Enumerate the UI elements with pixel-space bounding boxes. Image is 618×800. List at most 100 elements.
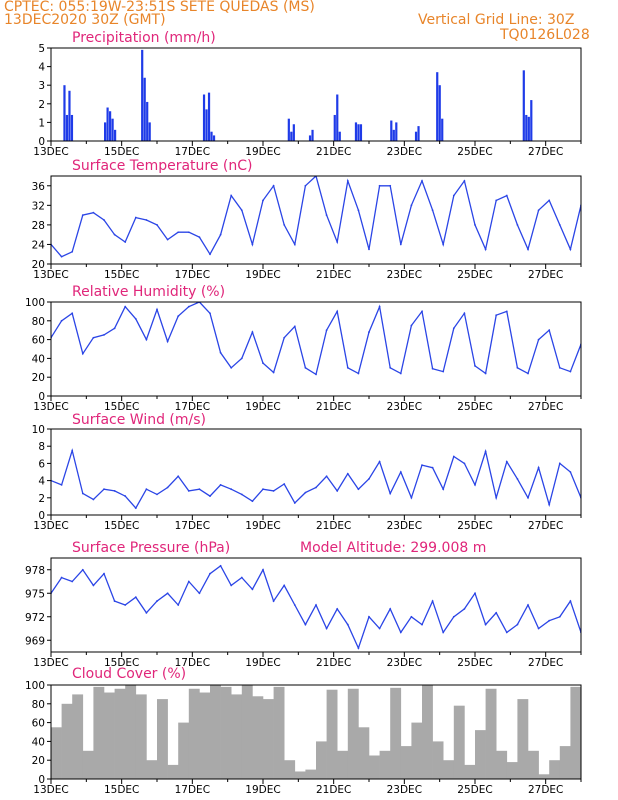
- series-point: [134, 596, 137, 599]
- series-point: [463, 608, 466, 610]
- series-point: [293, 243, 296, 246]
- x-tick-label: 19DEC: [245, 146, 280, 158]
- series-point: [399, 631, 402, 634]
- x-tick-label: 13DEC: [33, 269, 68, 281]
- precip-bar: [212, 135, 216, 141]
- cloud-bar: [506, 762, 518, 779]
- y-tick-label: 10: [32, 424, 45, 436]
- series-point: [410, 324, 413, 327]
- precip-bar: [525, 114, 528, 141]
- cloud-bar: [411, 722, 423, 779]
- series-point: [537, 466, 540, 469]
- x-tick-label: 27DEC: [528, 146, 563, 158]
- cloud-bar: [422, 685, 433, 779]
- cloud-bar: [93, 686, 105, 779]
- series-point: [442, 370, 445, 373]
- series-point: [516, 366, 519, 369]
- cloud-bar: [72, 694, 84, 779]
- x-tick-label: 15DEC: [104, 784, 139, 796]
- series-point: [378, 460, 381, 463]
- series-point: [113, 600, 116, 602]
- series-point: [527, 372, 529, 375]
- x-tick-label: 21DEC: [316, 401, 351, 413]
- cloud-bar: [538, 774, 550, 779]
- series-point: [601, 244, 603, 246]
- series-point: [81, 492, 84, 495]
- series-point: [71, 250, 74, 253]
- series-point: [113, 490, 116, 492]
- series-point: [399, 471, 402, 473]
- precip-bar: [522, 70, 525, 141]
- x-tick-label: 17DEC: [175, 657, 210, 669]
- series-point: [81, 352, 84, 355]
- plot-frame: [50, 47, 582, 142]
- series-point: [357, 372, 360, 375]
- series-point: [336, 490, 339, 492]
- series-point: [421, 179, 423, 182]
- series-point: [325, 475, 328, 478]
- series-point: [230, 488, 233, 491]
- x-tick-label: 21DEC: [316, 146, 351, 158]
- panel-title: Surface Wind (m/s): [72, 412, 206, 428]
- series-point: [124, 241, 127, 243]
- series-point: [463, 179, 466, 182]
- x-tick-label: 23DEC: [387, 784, 422, 796]
- series-point: [209, 253, 211, 256]
- cloud-bar: [252, 696, 264, 779]
- cloud-bar: [602, 770, 613, 779]
- cloud-bar: [263, 699, 274, 779]
- series-point: [81, 568, 84, 571]
- series-group: [51, 685, 613, 779]
- precip-bar: [202, 94, 206, 141]
- series-point: [389, 366, 392, 369]
- series-point: [134, 318, 137, 320]
- series-point: [410, 615, 413, 618]
- x-tick-label: 15DEC: [104, 146, 139, 158]
- series-point: [71, 449, 74, 452]
- precip-bar: [311, 129, 314, 141]
- x-tick-label: 19DEC: [245, 401, 280, 413]
- series-point: [484, 623, 487, 626]
- series-point: [421, 464, 423, 467]
- series-point: [283, 584, 286, 587]
- series-point: [177, 231, 180, 234]
- series-point: [389, 492, 392, 495]
- series-point: [463, 312, 466, 315]
- series-point: [209, 572, 211, 575]
- plot-frame: [50, 175, 582, 265]
- precip-bar: [141, 49, 144, 141]
- series-point: [187, 490, 190, 492]
- series-point: [378, 305, 381, 308]
- panel-0: Precipitation (mm/h) 0 1 2 3 4 5 13DEC 15DEC 17DE…: [33, 30, 582, 158]
- series-point: [166, 238, 169, 241]
- y-tick-label: 4: [38, 476, 45, 488]
- y-tick-label: 20: [32, 259, 45, 271]
- x-tick-label: 21DEC: [316, 657, 351, 669]
- series-point: [357, 209, 360, 212]
- series-point: [113, 233, 116, 236]
- series-point: [177, 604, 180, 606]
- y-tick-label: 969: [25, 635, 45, 647]
- series-point: [315, 373, 317, 376]
- series-point: [378, 627, 381, 630]
- cloud-bar: [125, 685, 137, 779]
- x-tick-label: 15DEC: [104, 657, 139, 669]
- series-point: [591, 333, 593, 335]
- series-point: [251, 243, 254, 246]
- series-point: [219, 233, 222, 236]
- series-point: [569, 471, 572, 473]
- series-point: [452, 455, 455, 458]
- x-tick-label: 27DEC: [528, 657, 563, 669]
- series-point: [81, 214, 84, 217]
- series-point: [368, 248, 370, 251]
- series-point: [198, 236, 201, 239]
- y-tick-label: 28: [32, 220, 45, 232]
- y-tick-label: 60: [32, 335, 45, 347]
- series-point: [505, 460, 508, 463]
- precip-bar: [146, 101, 149, 141]
- x-tick-label: 17DEC: [175, 401, 210, 413]
- series-point: [421, 310, 423, 313]
- series-point: [558, 366, 561, 369]
- series-point: [569, 248, 572, 251]
- model-code: TQ0126L028: [500, 27, 590, 43]
